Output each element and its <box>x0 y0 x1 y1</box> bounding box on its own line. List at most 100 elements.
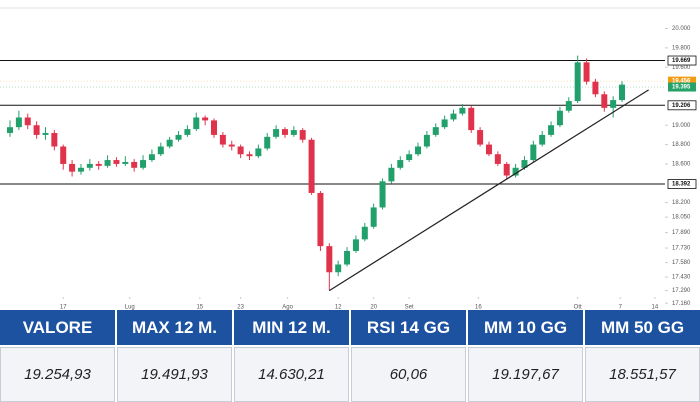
y-tick-label: 19.800 <box>672 45 691 51</box>
y-tick-label: 18.200 <box>672 200 691 206</box>
level-label: 19.669 <box>672 58 691 64</box>
x-tick-label: 14 <box>652 305 659 310</box>
candle-body <box>485 144 492 155</box>
candle-body <box>459 107 466 114</box>
candle-body <box>42 132 49 135</box>
candle-body <box>450 113 457 120</box>
candle-body <box>415 146 422 155</box>
candle-body <box>77 167 84 172</box>
y-tick-label: 17.890 <box>672 230 691 236</box>
candle-body <box>406 154 413 161</box>
table-header: MIN 12 M. <box>234 310 349 345</box>
candle-body <box>228 144 235 147</box>
y-tick-label: 17.580 <box>672 260 691 266</box>
y-tick-label: 17.430 <box>672 275 691 281</box>
x-tick-label: Ott <box>574 305 582 310</box>
candle-body <box>193 117 200 130</box>
table-header: VALORE <box>0 310 115 345</box>
candle-body <box>140 160 147 168</box>
table-header: MM 10 GG <box>468 310 583 345</box>
candle-body <box>211 120 218 135</box>
y-tick-label: 19.000 <box>672 123 691 129</box>
candle-body <box>131 161 138 168</box>
candle-body <box>361 226 368 240</box>
candle-body <box>397 160 404 168</box>
y-tick-label: 17.730 <box>672 246 691 252</box>
candle-body <box>521 160 528 168</box>
candle-body <box>86 163 93 168</box>
candle-body <box>503 163 510 176</box>
candle-body <box>157 146 164 155</box>
x-tick-label: 7 <box>619 305 623 310</box>
level-box <box>667 100 697 111</box>
candle-body <box>104 160 111 166</box>
candle-body <box>33 125 40 135</box>
y-tick-label: 17.290 <box>672 288 691 294</box>
candle-body <box>51 132 58 147</box>
candle-body <box>379 181 386 208</box>
price-box <box>668 76 696 86</box>
table-header: MAX 12 M. <box>117 310 232 345</box>
candle-body <box>388 167 395 182</box>
candle-body <box>219 134 226 145</box>
candle-body <box>7 127 13 133</box>
candle-body <box>352 239 359 251</box>
y-tick-label: 18.800 <box>672 142 691 148</box>
candle-body <box>468 107 475 131</box>
candle-body <box>317 192 324 247</box>
candle-body <box>610 100 617 108</box>
table-cell: 19.254,93 <box>0 347 115 402</box>
table-cell: 18.551,57 <box>585 347 700 402</box>
y-tick-label: 20.000 <box>672 26 691 32</box>
trendline <box>329 89 649 292</box>
candle-body <box>556 110 563 126</box>
candle-body <box>148 154 155 161</box>
candle-body <box>299 130 306 140</box>
chart: 20.000 19.800 19.600 19.000 18.800 18.600 18.2… <box>0 7 700 310</box>
candle-body <box>583 62 590 82</box>
x-tick-label: Lug <box>125 305 135 310</box>
candle-body <box>326 246 333 273</box>
price-box <box>668 82 696 92</box>
table-cell: 60,06 <box>351 347 466 402</box>
table-header: RSI 14 GG <box>351 310 466 345</box>
candle-body <box>565 101 572 111</box>
candle-body <box>512 167 519 176</box>
x-tick-label: Ago <box>282 305 293 310</box>
candle-body <box>423 134 430 147</box>
candle-body <box>548 125 555 135</box>
candle-body <box>441 119 448 128</box>
candle-body <box>592 81 599 95</box>
candle-body <box>264 136 271 149</box>
candle-body <box>290 130 297 135</box>
level-label: 18.392 <box>672 182 691 188</box>
candle-body <box>308 139 315 193</box>
candle-body <box>539 134 546 145</box>
candle-body <box>619 84 626 101</box>
y-tick-label: 19.600 <box>672 65 691 71</box>
price-label: 19.395 <box>672 85 691 91</box>
candle-body <box>202 117 209 121</box>
candle-body <box>175 134 182 140</box>
candle-body <box>15 117 22 128</box>
candle-body <box>574 62 581 102</box>
price-label: 19.456 <box>672 79 691 85</box>
x-tick-label: Set <box>405 305 414 310</box>
candle-body <box>184 129 191 135</box>
table-header: MM 50 GG <box>585 310 700 345</box>
candle-body <box>477 130 484 145</box>
level-box <box>667 55 697 66</box>
candle-body <box>281 129 288 135</box>
candle-body <box>246 154 253 157</box>
candle-body <box>494 154 501 164</box>
candle-body <box>530 144 537 161</box>
x-tick-label: 17 <box>60 305 67 310</box>
candle-body <box>237 146 244 155</box>
table-cell: 19.197,67 <box>468 347 583 402</box>
y-tick-label: 18.600 <box>672 161 691 167</box>
candle-body <box>69 163 76 172</box>
candle-body <box>255 148 262 157</box>
candle-body <box>335 264 342 273</box>
candle-body <box>370 207 377 227</box>
